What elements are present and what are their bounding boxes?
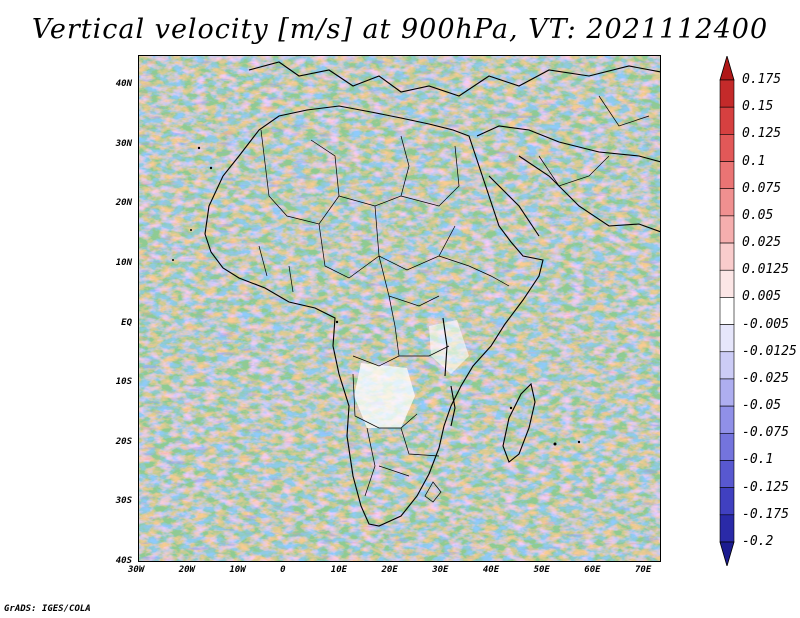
colorbar-label: -0.025 (742, 370, 789, 386)
colorbar-segment (719, 161, 735, 190)
colorbar-label: 0.0125 (742, 262, 789, 278)
colorbar-segment (719, 297, 735, 325)
footer-credit: GrADS: IGES/COLA (4, 604, 91, 614)
madagascar-coastline (502, 382, 536, 463)
lat-tick-label: 30N (115, 138, 132, 149)
colorbar-label: 0.075 (742, 180, 782, 196)
colorbar-segment (719, 79, 735, 108)
lat-tick-label: 30S (115, 496, 132, 507)
europe-coastline (248, 61, 660, 97)
map-plot-area (138, 55, 661, 562)
colorbar-segment (719, 432, 735, 461)
lat-tick-label: 10N (115, 257, 132, 268)
colorbar-label: -0.125 (742, 479, 789, 495)
colorbar-segment (719, 405, 735, 434)
colorbar-segment (719, 188, 735, 217)
colorbar-segment (719, 134, 735, 162)
colorbar-label: -0.05 (742, 398, 782, 414)
lat-tick-label: 20S (115, 436, 132, 447)
colorbar-segment (719, 514, 735, 543)
lat-tick-label: 40S (115, 556, 132, 566)
lon-tick-label: 0 (280, 565, 286, 575)
colorbar-label: -0.175 (742, 506, 789, 522)
lat-tick-label: EQ (121, 317, 132, 328)
angola-zambia-patch (354, 363, 415, 428)
colorbar-label: 0.125 (742, 126, 782, 142)
lat-tick-label: 40N (115, 79, 132, 89)
velocity-field (139, 56, 660, 561)
colorbar-segment (719, 106, 735, 135)
colorbar-label: 0.005 (742, 289, 782, 305)
colorbar-label: 0.05 (742, 207, 774, 223)
arabia-coastline (476, 125, 660, 237)
colorbar (719, 56, 735, 566)
colorbar-bottom-arrow (719, 541, 735, 566)
colorbar-segment (719, 351, 735, 380)
lon-tick-label: 30W (128, 565, 145, 575)
colorbar-label: -0.075 (742, 425, 789, 441)
chart-title: Vertical velocity [m/s] at 900hPa, VT: 2… (31, 14, 769, 45)
lat-tick-label: 20N (115, 198, 132, 209)
colorbar-segment (719, 242, 735, 271)
lon-tick-label: 70E (635, 565, 652, 575)
colorbar-segment (719, 324, 735, 353)
colorbar-segment (719, 487, 735, 516)
colorbar-label: 0.15 (742, 99, 774, 115)
lon-tick-label: 20E (381, 565, 398, 575)
colorbar-label: -0.005 (742, 316, 789, 332)
colorbar-label: -0.0125 (742, 343, 797, 359)
africa-coastline (204, 105, 544, 527)
lon-tick-label: 60E (584, 565, 601, 575)
lon-tick-label: 10E (330, 565, 348, 575)
great-lakes (442, 317, 456, 427)
colorbar-segment (719, 378, 735, 407)
coastlines (204, 61, 660, 527)
colorbar-label: 0.1 (742, 153, 766, 169)
colorbar-label: 0.025 (742, 235, 782, 251)
colorbar-segment (719, 460, 735, 488)
islands (172, 146, 581, 446)
central-africa-patch (429, 320, 469, 374)
colorbar-segment (719, 215, 735, 244)
lon-tick-label: 10W (229, 565, 246, 575)
colorbar-top-arrow (719, 56, 735, 81)
colorbar-label: 0.175 (742, 72, 782, 87)
lat-tick-label: 10S (115, 377, 132, 388)
colorbar-segment (719, 269, 735, 298)
lon-tick-label: 20W (178, 565, 195, 575)
colorbar-label: -0.2 (742, 534, 774, 549)
lon-tick-label: 50E (533, 565, 550, 575)
lon-tick-label: 40E (482, 565, 500, 575)
colorbar-label: -0.1 (742, 452, 774, 468)
country-borders (258, 95, 650, 503)
lon-tick-label: 30E (432, 565, 449, 575)
